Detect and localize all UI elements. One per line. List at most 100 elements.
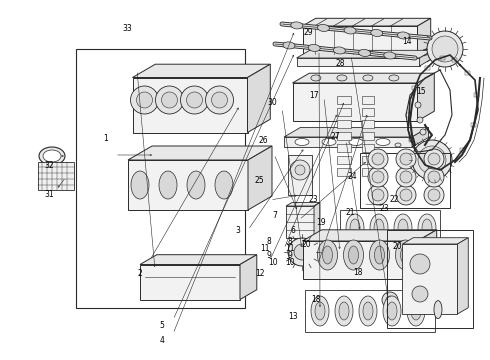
Circle shape xyxy=(187,92,202,108)
Text: 10: 10 xyxy=(285,258,295,267)
Bar xyxy=(471,123,476,127)
Circle shape xyxy=(290,160,310,180)
Bar xyxy=(337,168,351,176)
Ellipse shape xyxy=(322,246,333,264)
Circle shape xyxy=(428,189,440,201)
Circle shape xyxy=(410,254,430,274)
Text: 2: 2 xyxy=(137,269,142,278)
Text: 28: 28 xyxy=(336,59,345,68)
Bar xyxy=(430,166,435,170)
Circle shape xyxy=(424,149,444,169)
Text: 18: 18 xyxy=(311,295,321,304)
Circle shape xyxy=(396,149,416,169)
Ellipse shape xyxy=(397,32,409,39)
Bar xyxy=(337,144,351,152)
Ellipse shape xyxy=(131,171,149,199)
Ellipse shape xyxy=(43,150,61,162)
Ellipse shape xyxy=(291,22,303,29)
Text: 23: 23 xyxy=(309,195,318,204)
Circle shape xyxy=(424,167,444,187)
Circle shape xyxy=(295,165,305,175)
Bar xyxy=(362,132,374,140)
Ellipse shape xyxy=(394,214,412,242)
Polygon shape xyxy=(302,26,417,54)
Circle shape xyxy=(396,185,416,205)
Bar xyxy=(38,162,74,190)
Circle shape xyxy=(400,171,412,183)
Circle shape xyxy=(400,153,412,165)
Text: 3: 3 xyxy=(235,226,240,235)
Text: 21: 21 xyxy=(345,208,355,217)
Circle shape xyxy=(427,31,463,67)
Ellipse shape xyxy=(383,296,401,326)
Ellipse shape xyxy=(187,171,205,199)
Polygon shape xyxy=(314,202,320,238)
Polygon shape xyxy=(458,238,468,314)
Ellipse shape xyxy=(359,296,377,326)
Ellipse shape xyxy=(318,240,338,270)
Text: 24: 24 xyxy=(348,172,358,181)
Circle shape xyxy=(428,171,440,183)
Text: 4: 4 xyxy=(159,336,164,345)
Circle shape xyxy=(288,238,316,266)
Circle shape xyxy=(428,153,440,165)
Polygon shape xyxy=(284,137,412,147)
Circle shape xyxy=(162,92,177,108)
Text: 19: 19 xyxy=(316,218,326,227)
Text: 31: 31 xyxy=(44,190,54,199)
Circle shape xyxy=(415,102,421,108)
Circle shape xyxy=(130,86,158,114)
Text: 8: 8 xyxy=(288,237,293,246)
Text: 10: 10 xyxy=(269,258,278,267)
Ellipse shape xyxy=(371,30,383,36)
Polygon shape xyxy=(296,58,419,66)
Text: 32: 32 xyxy=(44,161,54,170)
Polygon shape xyxy=(140,255,257,265)
Circle shape xyxy=(180,86,209,114)
Bar xyxy=(424,66,430,69)
Ellipse shape xyxy=(369,240,390,270)
Bar xyxy=(440,55,444,59)
Circle shape xyxy=(386,296,394,304)
Ellipse shape xyxy=(363,302,373,320)
Ellipse shape xyxy=(422,219,432,237)
Bar xyxy=(76,49,245,308)
Ellipse shape xyxy=(418,214,436,242)
Polygon shape xyxy=(286,202,320,206)
Ellipse shape xyxy=(407,296,425,326)
Ellipse shape xyxy=(337,75,347,81)
Text: 5: 5 xyxy=(159,321,164,330)
Bar xyxy=(452,58,457,62)
Ellipse shape xyxy=(315,302,325,320)
Circle shape xyxy=(368,167,388,187)
Ellipse shape xyxy=(348,246,359,264)
Text: 33: 33 xyxy=(122,24,132,33)
Circle shape xyxy=(418,146,446,174)
Bar xyxy=(362,168,374,176)
Bar xyxy=(288,155,312,195)
Text: 22: 22 xyxy=(390,195,399,204)
Ellipse shape xyxy=(398,219,408,237)
Text: 7: 7 xyxy=(272,211,277,220)
Bar xyxy=(460,148,465,152)
Bar xyxy=(409,138,414,142)
Circle shape xyxy=(372,189,384,201)
Bar xyxy=(360,153,450,208)
Bar xyxy=(337,120,351,128)
Ellipse shape xyxy=(159,171,177,199)
Text: 30: 30 xyxy=(267,98,277,107)
Bar xyxy=(362,96,374,104)
Bar xyxy=(444,163,449,167)
Text: 23: 23 xyxy=(380,204,390,213)
Polygon shape xyxy=(293,73,434,83)
Ellipse shape xyxy=(359,49,370,57)
Circle shape xyxy=(137,92,152,108)
Ellipse shape xyxy=(335,296,353,326)
Circle shape xyxy=(368,149,388,169)
Bar xyxy=(337,132,351,140)
Text: 9: 9 xyxy=(288,251,293,260)
Circle shape xyxy=(155,86,183,114)
Circle shape xyxy=(417,117,423,123)
Ellipse shape xyxy=(389,75,399,81)
Circle shape xyxy=(382,292,398,308)
